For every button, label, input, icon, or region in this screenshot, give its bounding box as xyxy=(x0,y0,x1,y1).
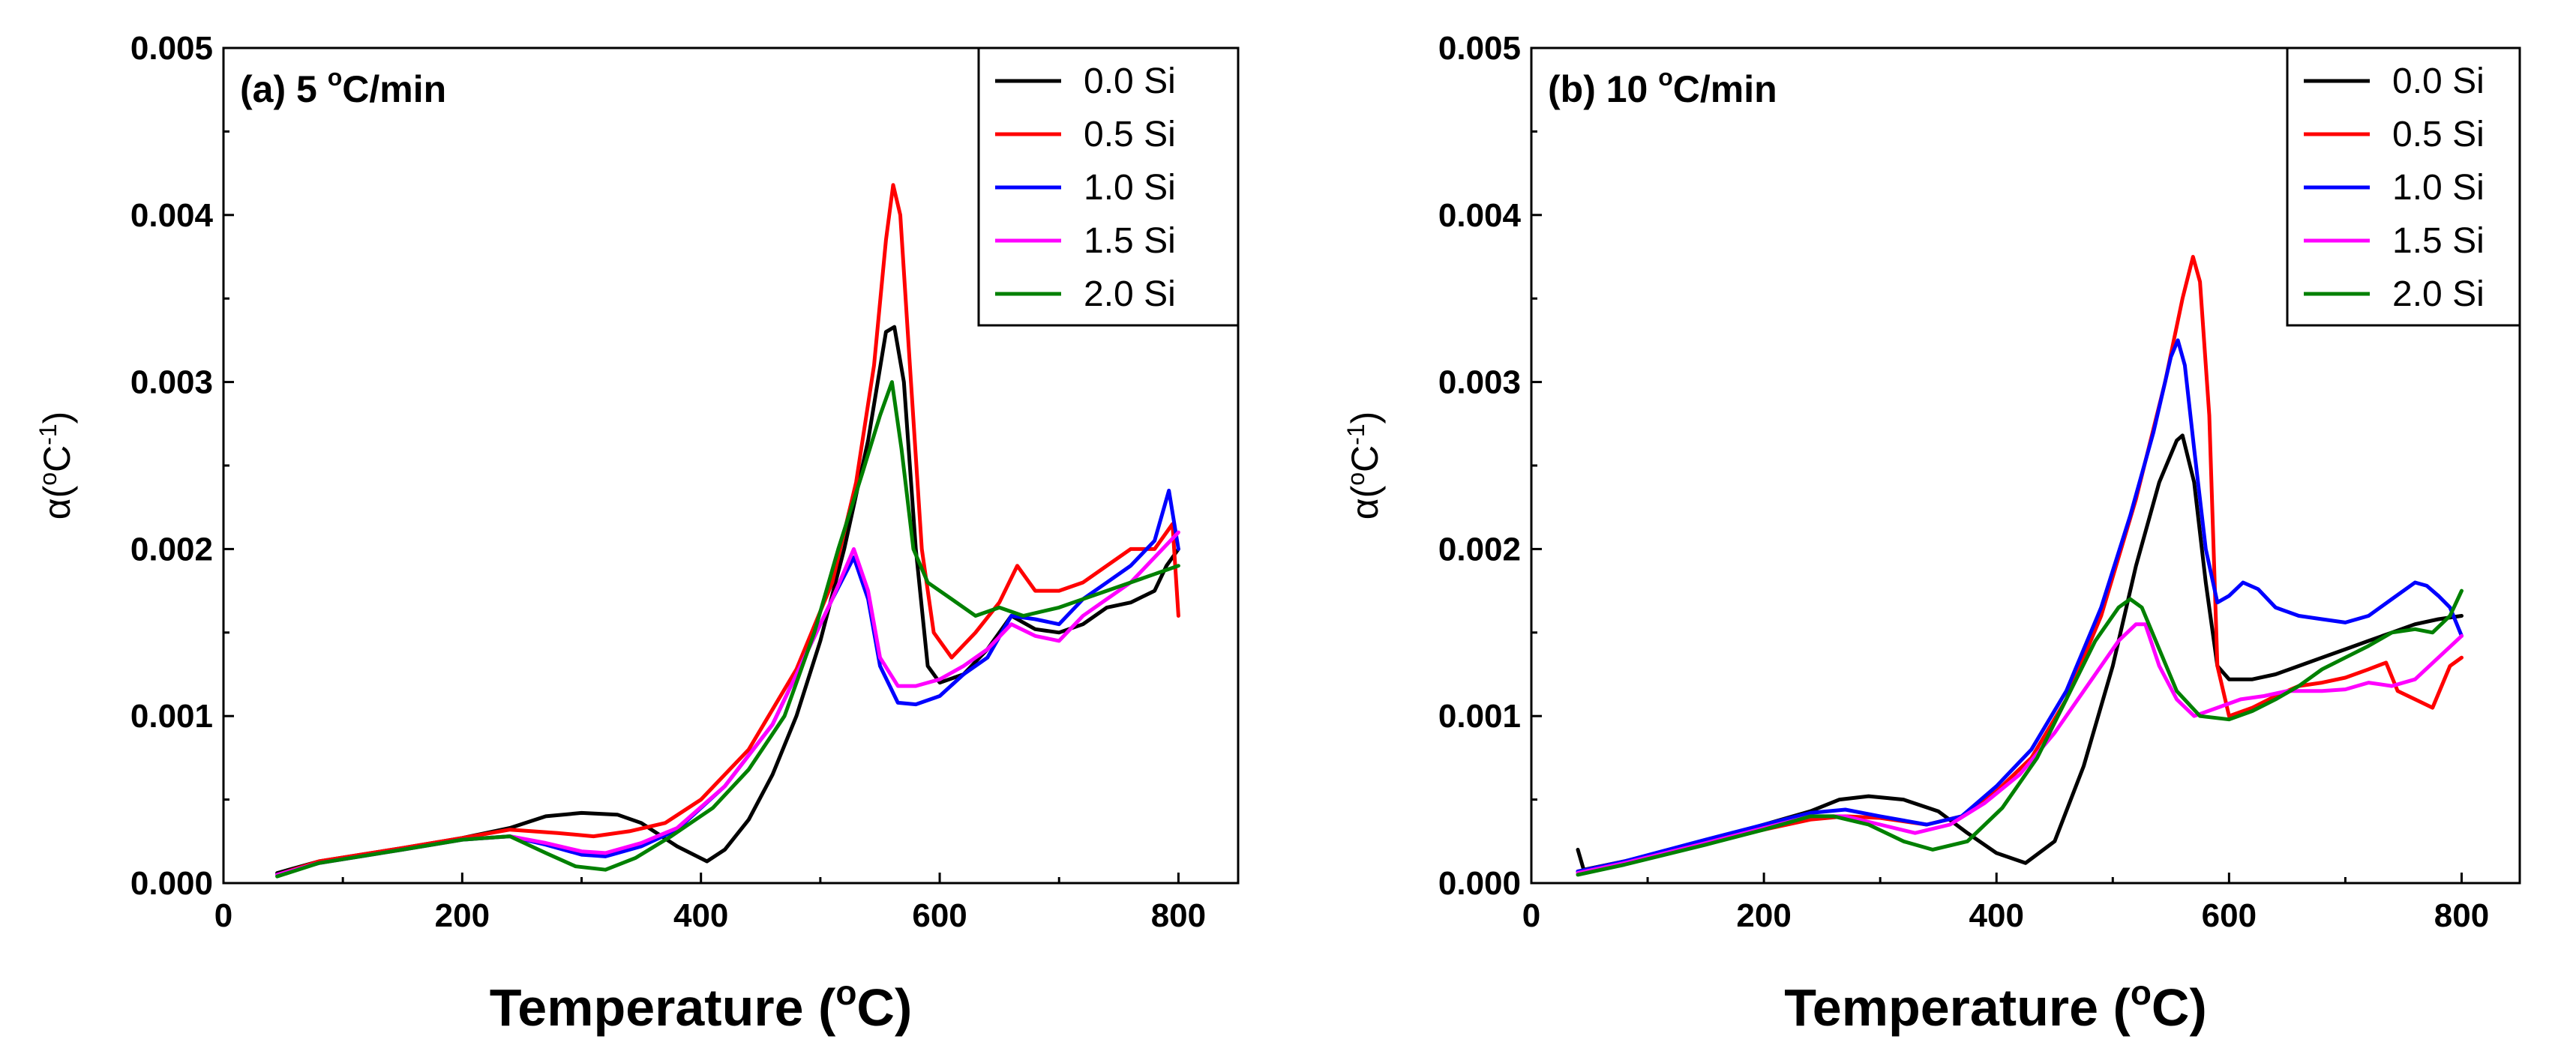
series-line-0-0-si xyxy=(275,325,1180,876)
x-tick-label: 600 xyxy=(912,897,967,934)
y-axis-title: α(oC-1) xyxy=(1342,412,1386,520)
panel-title: (b) 10 oC/min xyxy=(1548,64,1777,110)
y-axis-title: α(oC-1) xyxy=(34,412,78,520)
legend-label: 1.0 Si xyxy=(1084,168,1176,208)
series-line-2-0-si xyxy=(275,380,1180,879)
x-tick-label: 200 xyxy=(435,897,490,934)
series-line-0-5-si xyxy=(275,183,1180,877)
y-tick-label: 0.003 xyxy=(1438,364,1521,401)
legend-label: 2.0 Si xyxy=(1084,274,1176,314)
y-tick-label: 0.001 xyxy=(130,698,213,735)
x-axis-title: Temperature (oC) xyxy=(490,973,913,1037)
y-tick-label: 0.003 xyxy=(130,364,213,401)
series-line-2-0-si xyxy=(1576,588,2464,877)
y-tick-label: 0.004 xyxy=(1438,197,1522,234)
legend-label: 1.5 Si xyxy=(2392,221,2485,261)
y-tick-label: 0.000 xyxy=(1438,865,1521,902)
x-axis-title: Temperature (oC) xyxy=(1784,973,2207,1037)
x-tick-label: 0 xyxy=(214,897,232,934)
x-tick-label: 400 xyxy=(1969,897,2024,934)
x-tick-label: 800 xyxy=(1151,897,1206,934)
chart-panel-b: 0 200 400 600 800 0.000 0.001 0.002 0.003 0.004 0.… xyxy=(1342,30,2521,1037)
legend: 0.0 Si 0.5 Si 1.0 Si 1.5 Si 2.0 Si xyxy=(977,46,1240,327)
legend-box xyxy=(977,46,1240,327)
x-tick-label: 600 xyxy=(2202,897,2257,934)
legend: 0.0 Si 0.5 Si 1.0 Si 1.5 Si 2.0 Si xyxy=(2286,46,2521,327)
y-tick-label: 0.002 xyxy=(130,531,213,567)
y-tick-label: 0.002 xyxy=(1438,531,1521,567)
y-tick-label: 0.001 xyxy=(1438,698,1521,735)
series-line-1-0-si xyxy=(1576,338,2464,873)
y-tick-label: 0.004 xyxy=(130,197,214,234)
panel-title: (a) 5 oC/min xyxy=(240,64,446,110)
y-tick-label: 0.005 xyxy=(130,30,213,67)
legend-label: 0.0 Si xyxy=(2392,61,2485,101)
chart-panel-a: 0 200 400 600 800 0.000 0.001 0.002 0.003 0.004 0.… xyxy=(34,30,1240,1037)
x-tick-label: 200 xyxy=(1736,897,1791,934)
series-line-0-0-si xyxy=(1576,433,2464,872)
legend-label: 0.0 Si xyxy=(1084,61,1176,101)
legend-label: 1.0 Si xyxy=(2392,168,2485,208)
legend-label: 0.5 Si xyxy=(1084,115,1176,154)
y-tick-label: 0.005 xyxy=(1438,30,1521,67)
series-line-1-5-si xyxy=(275,530,1180,877)
x-tick-label: 400 xyxy=(673,897,728,934)
x-tick-label: 800 xyxy=(2434,897,2489,934)
legend-label: 0.5 Si xyxy=(2392,115,2485,154)
legend-label: 2.0 Si xyxy=(2392,274,2485,314)
y-tick-label: 0.000 xyxy=(130,865,213,902)
legend-label: 1.5 Si xyxy=(1084,221,1176,261)
x-tick-label: 0 xyxy=(1522,897,1540,934)
series-line-0-5-si xyxy=(1576,255,2464,873)
